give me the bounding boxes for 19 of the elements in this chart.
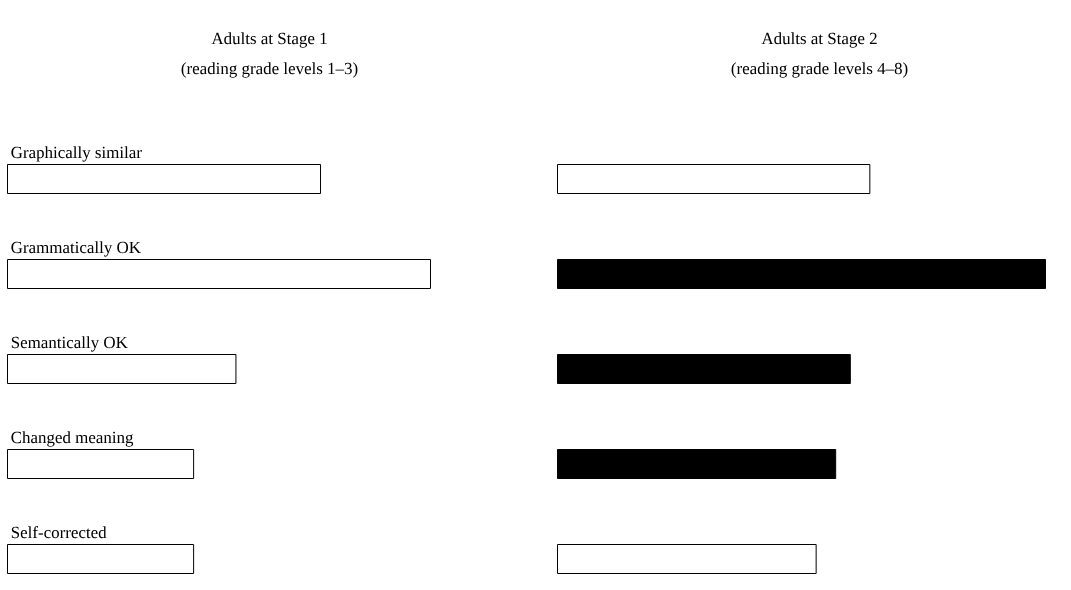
chart-title: Adults at Stage 2 (761, 32, 877, 48)
chart-subtitle: (reading grade levels 1–3) (181, 62, 358, 78)
y-tick-label: Grammatically OK (11, 241, 141, 257)
chart-subtitle: (reading grade levels 4–8) (731, 62, 908, 78)
bar (7, 354, 237, 384)
bar (557, 354, 851, 384)
bar (7, 544, 195, 574)
bar (7, 164, 322, 194)
bar (7, 449, 195, 479)
y-tick-label: Graphically similar (11, 146, 142, 162)
y-tick-label: Semantically OK (11, 336, 128, 352)
bar (557, 259, 1047, 289)
y-tick-label: Changed meaning (11, 431, 134, 447)
bar (7, 259, 431, 289)
chart-title: Adults at Stage 1 (211, 32, 327, 48)
bar (557, 164, 871, 194)
y-tick-label: Self-corrected (11, 526, 107, 539)
bar (557, 449, 837, 479)
bar (557, 544, 817, 574)
